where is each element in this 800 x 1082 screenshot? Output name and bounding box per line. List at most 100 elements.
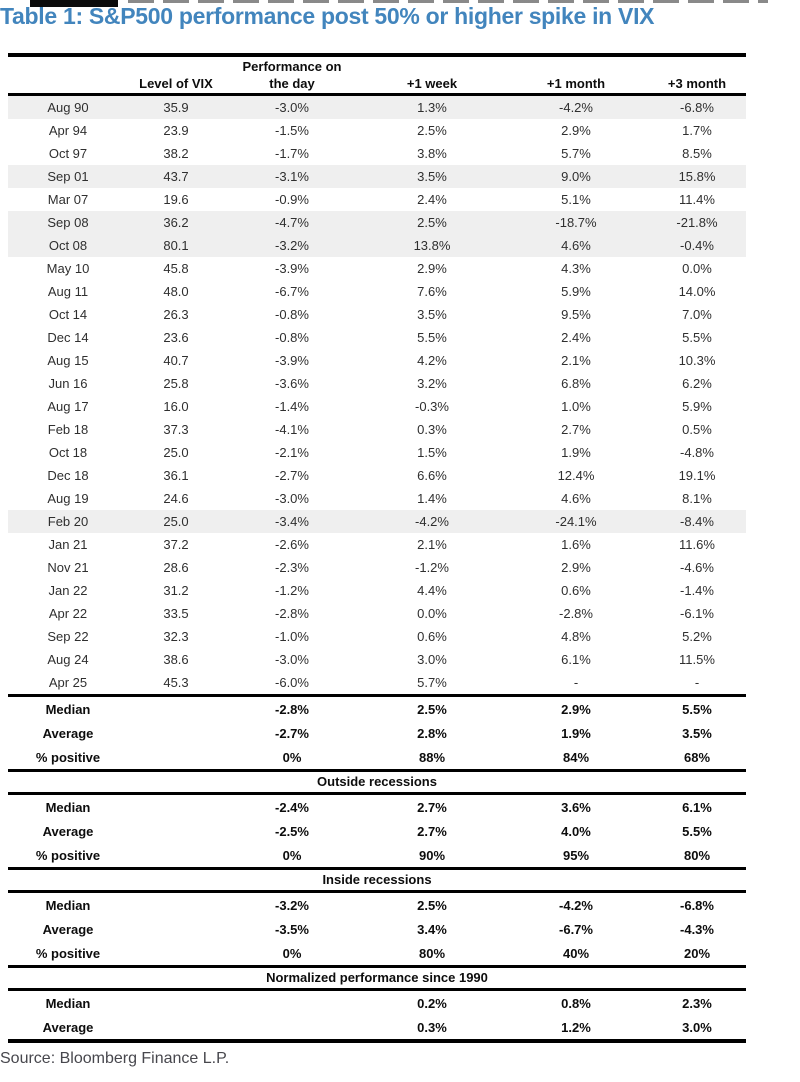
table-cell: -6.0%	[275, 675, 309, 690]
table-cell: 80%	[683, 847, 711, 863]
table-cell: -1.0%	[275, 629, 309, 644]
table-cell: 5.5%	[682, 823, 712, 839]
table-cell: -4.3%	[680, 921, 714, 937]
table-row: Apr 22 33.5 -2.8% 0.0% -2.8% -6.1%	[8, 602, 746, 625]
table-cell: 2.1%	[417, 537, 447, 552]
table-cell: May 10	[46, 261, 90, 276]
table-cell: 3.5%	[417, 307, 447, 322]
table-cell: Apr 22	[48, 606, 88, 621]
table-cell: -0.3%	[415, 399, 449, 414]
table-cell: 3.8%	[417, 146, 447, 161]
table-cell: 90%	[418, 847, 446, 863]
table-cell: 45.8	[163, 261, 189, 276]
table-cell: 35.9	[163, 100, 189, 115]
table-cell: -3.2%	[275, 897, 309, 913]
table-cell: 1.7%	[682, 123, 712, 138]
table-cell: Sep 01	[47, 169, 89, 184]
table-cell: Feb 18	[47, 422, 89, 437]
table-cell: -1.2%	[275, 583, 309, 598]
table-row: Feb 20 25.0 -3.4% -4.2% -24.1% -8.4%	[8, 510, 746, 533]
table-cell: -0.4%	[680, 238, 714, 253]
summary-row: Average -3.5% 3.4% -6.7% -4.3%	[8, 917, 746, 941]
table-cell: -2.8%	[275, 606, 309, 621]
summary-all-block: Median -2.8% 2.5% 2.9% 5.5% Average -2.7% 2.8% 1…	[8, 697, 746, 769]
data-rows: Aug 90 35.9 -3.0% 1.3% -4.2% -6.8% Apr 94 23.9-…	[8, 96, 746, 694]
table-rule	[8, 965, 746, 968]
table-cell: -4.2%	[415, 514, 449, 529]
table-cell: Sep 08	[47, 215, 89, 230]
table-row: Apr 25 45.3 -6.0% 5.7% - -	[8, 671, 746, 694]
table-cell: 2.8%	[417, 725, 447, 741]
table-cell: -2.8%	[559, 606, 593, 621]
table-cell: -0.9%	[275, 192, 309, 207]
table-cell: 1.5%	[417, 445, 447, 460]
table-cell: 95%	[562, 847, 590, 863]
table-cell: 4.3%	[561, 261, 591, 276]
table-cell: 14.0%	[678, 284, 716, 299]
table-cell: -1.4%	[680, 583, 714, 598]
table-cell: -6.8%	[680, 100, 714, 115]
table-rule	[8, 890, 746, 893]
summary-row: % positive 0% 80% 40% 20%	[8, 941, 746, 965]
table-cell: -2.3%	[275, 560, 309, 575]
table-cell: 7.0%	[682, 307, 712, 322]
table-row: Oct 97 38.2 -1.7% 3.8% 5.7% 8.5%	[8, 142, 746, 165]
table-cell: 6.1%	[561, 652, 591, 667]
table-cell: Aug 19	[47, 491, 89, 506]
table-cell: 0.6%	[561, 583, 591, 598]
section-title: Outside recessions	[317, 774, 437, 789]
table-cell: 5.7%	[417, 675, 447, 690]
table-row: Sep 22 32.3 -1.0% 0.6% 4.8% 5.2%	[8, 625, 746, 648]
table-cell: 20%	[683, 945, 711, 961]
table-cell: 3.0%	[682, 1019, 712, 1035]
summary-row: Average 0.3% 1.2% 3.0%	[8, 1015, 746, 1039]
table-cell: 23.9	[163, 123, 189, 138]
table-cell: 8.5%	[682, 146, 712, 161]
table-cell: -3.0%	[275, 491, 309, 506]
table-cell: -4.8%	[680, 445, 714, 460]
table-cell: -6.8%	[680, 897, 714, 913]
table-cell: -4.2%	[559, 897, 593, 913]
table-cell: Average	[42, 1019, 94, 1035]
table-cell: 2.7%	[417, 823, 447, 839]
table-cell: Aug 15	[47, 353, 89, 368]
table-cell: 25.8	[163, 376, 189, 391]
table-cell: Median	[45, 799, 91, 815]
table-cell: -2.7%	[275, 725, 309, 741]
summary-row: Median -3.2% 2.5% -4.2% -6.8%	[8, 893, 746, 917]
table-cell: 0%	[282, 945, 302, 961]
table-cell: 0.5%	[682, 422, 712, 437]
table-cell: 3.5%	[682, 725, 712, 741]
table-cell: 10.3%	[678, 353, 716, 368]
table-cell: 80%	[418, 945, 446, 961]
table-row: Oct 14 26.3 -0.8% 3.5% 9.5% 7.0%	[8, 303, 746, 326]
table-cell: 5.9%	[561, 284, 591, 299]
table-cell: 1.6%	[561, 537, 591, 552]
table-cell: Sep 22	[47, 629, 89, 644]
table-cell: 6.6%	[417, 468, 447, 483]
table-cell: Oct 18	[48, 445, 88, 460]
table-row: Aug 90 35.9 -3.0% 1.3% -4.2% -6.8%	[8, 96, 746, 119]
table-row: Jan 22 31.2 -1.2% 4.4% 0.6% -1.4%	[8, 579, 746, 602]
table-cell: 12.4%	[557, 468, 595, 483]
table-rule	[8, 867, 746, 870]
table-cell: Average	[42, 823, 94, 839]
table-cell: 48.0	[163, 284, 189, 299]
table-cell: -2.5%	[275, 823, 309, 839]
table-rule	[8, 1039, 746, 1043]
summary-row: Median 0.2% 0.8% 2.3%	[8, 991, 746, 1015]
table-cell: 3.6%	[561, 799, 591, 815]
table-cell: 2.9%	[561, 560, 591, 575]
table-cell: 13.8%	[413, 238, 451, 253]
table-cell: 4.6%	[561, 491, 591, 506]
table-cell: Median	[45, 995, 91, 1011]
column-header-day: the day	[269, 76, 315, 91]
table-cell: 23.6	[163, 330, 189, 345]
summary-row: Median -2.8% 2.5% 2.9% 5.5%	[8, 697, 746, 721]
table-cell: 0.0%	[682, 261, 712, 276]
table-title: Table 1: S&P500 performance post 50% or …	[0, 3, 655, 29]
table-cell: 11.5%	[679, 652, 715, 667]
table-cell: 3.0%	[417, 652, 447, 667]
table-cell: -3.9%	[275, 353, 309, 368]
summary-row: Median -2.4% 2.7% 3.6% 6.1%	[8, 795, 746, 819]
